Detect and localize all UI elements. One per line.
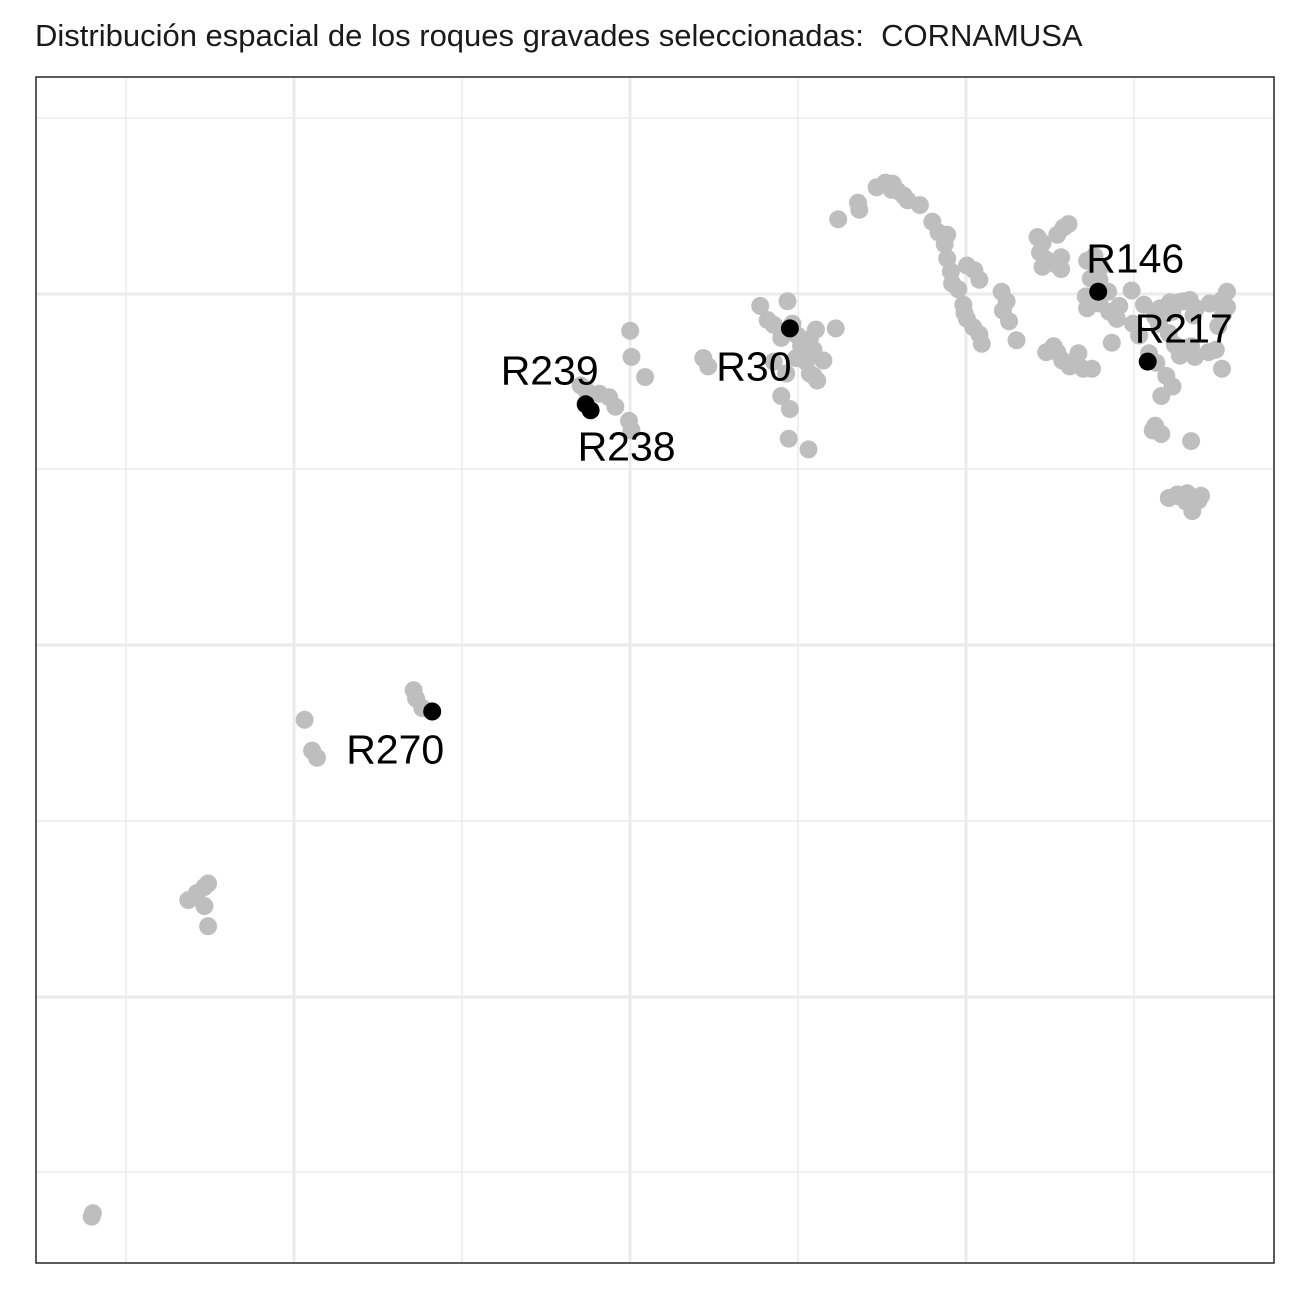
other-point-50 [829, 210, 848, 229]
point-label-r239: R239 [501, 347, 599, 393]
other-point-43 [780, 400, 799, 419]
other-point-45 [814, 351, 833, 370]
other-point-10 [308, 748, 326, 767]
other-point-18 [606, 397, 625, 416]
other-point-47 [799, 440, 818, 459]
other-point-29 [778, 292, 797, 311]
other-point-137 [1069, 344, 1088, 363]
other-point-139 [1083, 359, 1101, 378]
other-point-49 [804, 366, 823, 385]
other-point-60 [910, 196, 929, 215]
other-point-6 [195, 897, 214, 915]
selected-point-r238 [581, 401, 600, 420]
other-point-64 [935, 235, 954, 254]
other-point-117 [1218, 282, 1236, 301]
chart-title: Distribución espacial de los roques grav… [35, 18, 1083, 53]
other-point-22 [622, 347, 641, 366]
selected-point-r270 [423, 702, 442, 721]
other-point-140 [1102, 333, 1121, 352]
other-point-81 [1000, 312, 1019, 331]
other-point-58 [882, 180, 901, 199]
other-point-130 [1184, 306, 1203, 325]
other-point-96 [1091, 257, 1110, 276]
other-point-82 [1007, 331, 1026, 350]
other-point-42 [772, 387, 791, 405]
other-point-20 [622, 421, 641, 440]
other-point-26 [751, 296, 770, 315]
other-point-46 [779, 429, 798, 448]
other-point-21 [621, 321, 640, 340]
selected-points [423, 282, 1157, 721]
other-point-160 [1178, 484, 1197, 503]
other-point-77 [954, 295, 973, 314]
point-labels: R239 R238 R30 R146 R217 R270 [346, 236, 1233, 773]
selected-point-r30 [780, 319, 799, 338]
other-point-39 [787, 349, 806, 368]
major-gridlines [36, 77, 1274, 1263]
other-point-136 [1060, 357, 1079, 376]
other-point-38 [764, 352, 783, 371]
other-point-93 [1033, 257, 1052, 276]
other-point-8 [295, 710, 314, 729]
other-point-1 [83, 1204, 102, 1223]
other-point-105 [1122, 281, 1141, 300]
selected-point-r217 [1138, 352, 1157, 371]
other-point-118 [1163, 302, 1182, 321]
other-point-72 [972, 334, 991, 353]
other-point-131 [1213, 359, 1231, 378]
other-point-91 [1059, 215, 1078, 234]
other-point-76 [949, 280, 968, 299]
other-point-147 [1152, 387, 1171, 405]
point-label-r217: R217 [1135, 306, 1233, 352]
minor-gridlines [36, 77, 1274, 1263]
other-point-107 [1135, 295, 1153, 314]
other-point-126 [1206, 340, 1225, 359]
other-point-35 [806, 320, 825, 339]
other-point-142 [1130, 326, 1149, 345]
other-point-23 [636, 368, 655, 387]
other-point-5 [199, 874, 218, 893]
other-point-48 [826, 319, 845, 338]
other-point-151 [1182, 432, 1201, 451]
point-label-r30: R30 [716, 343, 791, 389]
other-point-124 [1185, 347, 1204, 366]
other-point-92 [1052, 248, 1071, 267]
other-point-7 [199, 917, 218, 936]
plot-border [35, 76, 1275, 1264]
other-point-28 [764, 315, 783, 334]
other-point-75 [970, 270, 989, 289]
other-point-53 [850, 200, 869, 219]
other-point-40 [777, 364, 796, 383]
other-point-106 [1107, 309, 1126, 328]
other-point-129 [1214, 305, 1233, 324]
other-point-150 [1152, 425, 1171, 443]
point-label-r146: R146 [1086, 236, 1184, 282]
other-points [82, 173, 1236, 1226]
selected-point-r146 [1089, 282, 1108, 301]
point-label-r238: R238 [578, 423, 676, 469]
point-label-r270: R270 [346, 727, 444, 773]
other-point-25 [699, 357, 718, 376]
